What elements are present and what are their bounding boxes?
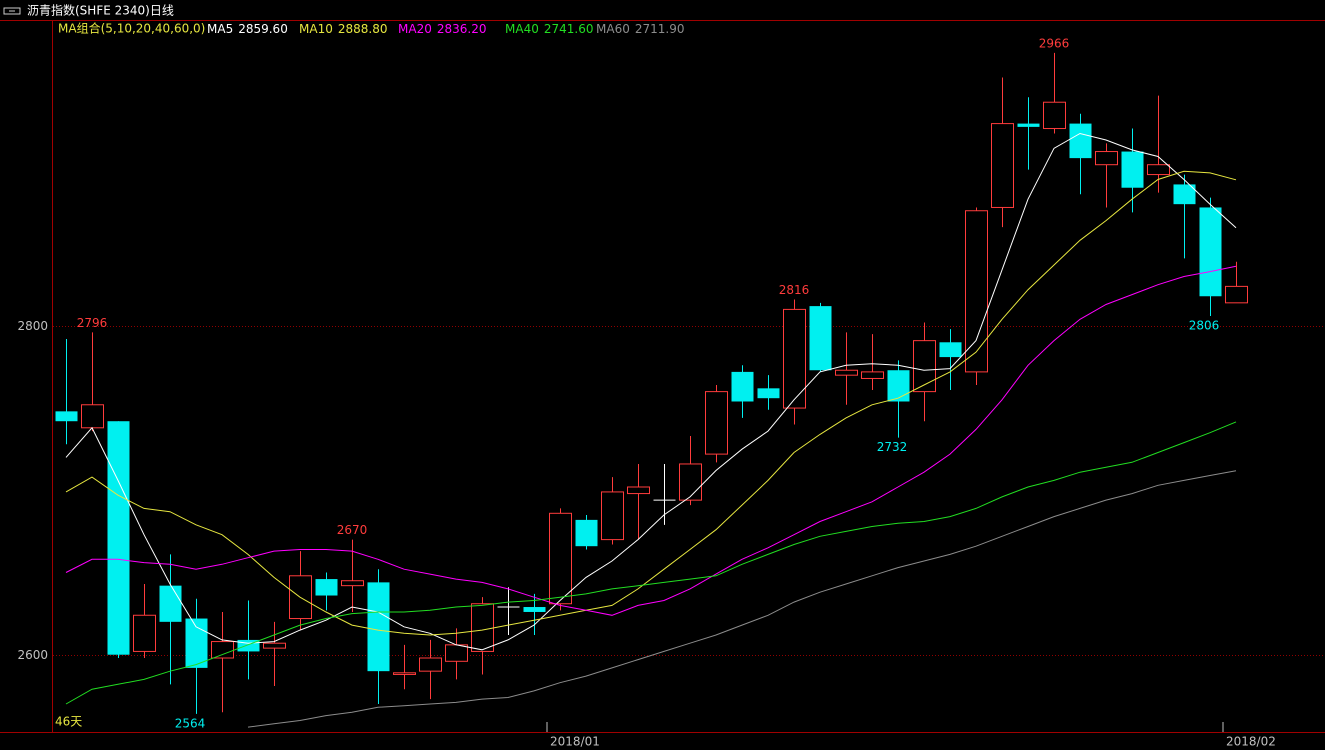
legend-name: MA60 (596, 22, 630, 36)
low-label: 2806 (1189, 318, 1220, 332)
candle-body (1121, 151, 1144, 188)
legend-name: MA20 (398, 22, 432, 36)
legend-entry: MA60 2711.90 (596, 22, 684, 36)
candle-body (705, 391, 728, 455)
candle-body (315, 579, 338, 596)
x-tick-label: 2018/02 (1226, 735, 1276, 749)
candle-body (1017, 123, 1040, 127)
candle-body (419, 657, 442, 672)
candle-body (1173, 184, 1196, 205)
candle-body (133, 614, 156, 652)
candle-body (237, 639, 260, 652)
candle-body (107, 421, 130, 655)
y-tick-label: 2600 (17, 648, 48, 662)
period-label: 46天 (55, 715, 82, 729)
candle-body (757, 388, 780, 399)
legend-value: 2741.60 (544, 22, 594, 36)
x-tick-label: 2018/01 (550, 735, 600, 749)
chart-title: 沥青指数(SHFE 2340)日线 (27, 3, 174, 18)
candle-body (627, 486, 650, 495)
legend-value: 2711.90 (635, 22, 685, 36)
candle-body (523, 607, 546, 612)
window-icon (3, 7, 21, 15)
candle-body (601, 491, 624, 541)
candle-body (81, 404, 104, 429)
candle-body (55, 411, 78, 422)
candle-body (211, 641, 234, 659)
legend-entry: MA10 2888.80 (299, 22, 387, 36)
legend-value: 2888.80 (338, 22, 388, 36)
legend-entry: MA40 2741.60 (505, 22, 593, 36)
legend-name: MA5 (207, 22, 233, 36)
candle-body (861, 371, 884, 379)
legend-name: MA40 (505, 22, 539, 36)
candle-body (471, 603, 494, 652)
high-label: 2670 (337, 523, 368, 537)
candle-body (679, 463, 702, 501)
ma-line (65, 132, 1237, 651)
legend-entry: MA5 2859.60 (207, 22, 288, 36)
legend-value: 2859.60 (238, 22, 288, 36)
candle-body (991, 123, 1014, 208)
candle-body (263, 642, 286, 649)
candle-body (549, 512, 572, 605)
y-tick-label: 2800 (17, 319, 48, 333)
legend-title: MA组合(5,10,20,40,60,0) (58, 21, 205, 36)
ma-line (65, 421, 1237, 705)
high-label: 2816 (779, 283, 810, 297)
candle-body (393, 672, 416, 675)
candle-body (887, 370, 910, 402)
high-label: 2796 (77, 316, 108, 330)
candle-body (159, 585, 182, 622)
ma-line (247, 470, 1237, 728)
candle-body (1043, 101, 1066, 130)
candle-body (783, 308, 806, 409)
candle-body (809, 306, 832, 371)
candle-body (575, 519, 598, 547)
candle-body (965, 210, 988, 373)
legend-entry: MA20 2836.20 (398, 22, 486, 36)
candle-body (1069, 123, 1092, 159)
candle-body (185, 618, 208, 668)
legend-value: 2836.20 (437, 22, 487, 36)
candle-body (445, 644, 468, 662)
candle-body (1199, 207, 1222, 297)
candle-body (835, 369, 858, 376)
high-label: 2966 (1039, 36, 1070, 50)
candle-body (1095, 151, 1118, 166)
candle-body (731, 371, 754, 402)
ma-line (65, 265, 1237, 616)
candle-body (341, 580, 364, 587)
low-label: 2732 (877, 440, 908, 454)
candle-body (939, 342, 962, 358)
candle-body (367, 582, 390, 672)
candle-body (1225, 285, 1248, 304)
ma-line (65, 170, 1237, 636)
legend-name: MA10 (299, 22, 333, 36)
candle-body (1147, 164, 1170, 176)
candle-body (913, 340, 936, 393)
low-label: 2564 (175, 716, 206, 730)
